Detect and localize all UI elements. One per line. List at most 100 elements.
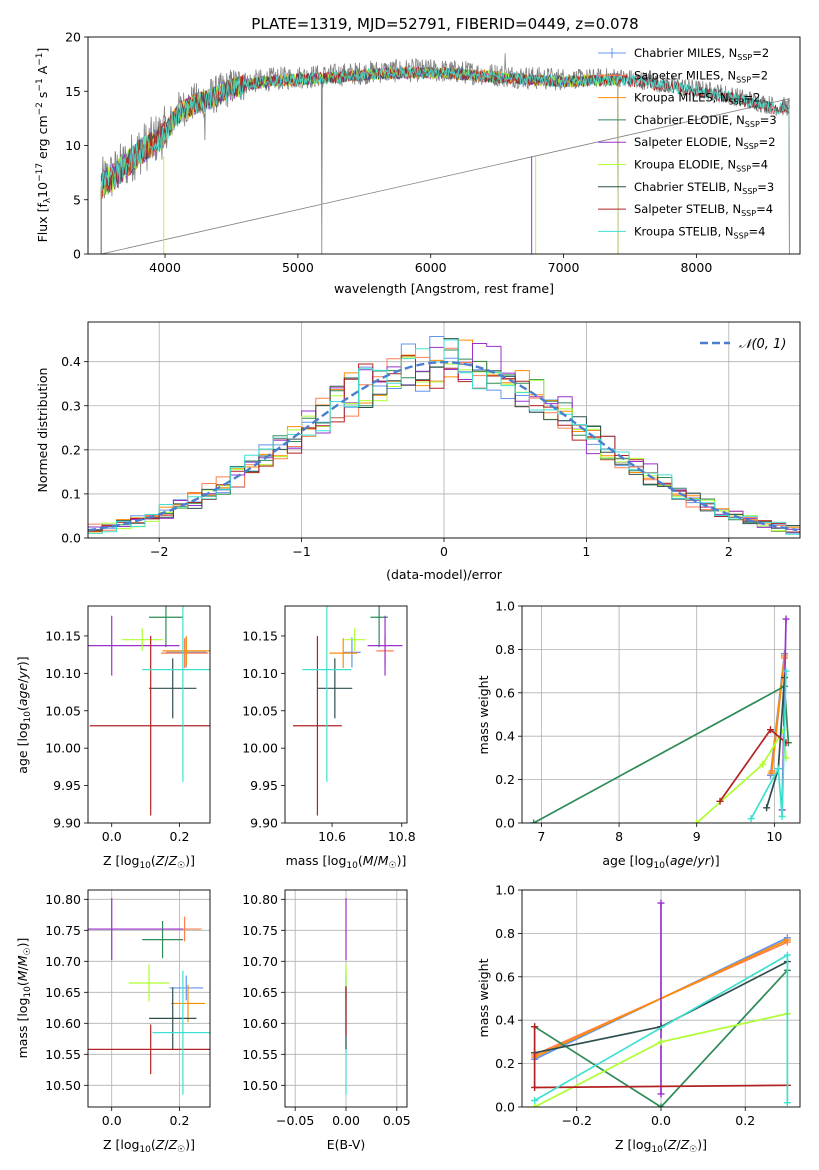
y-tick-label: 20 [65, 30, 81, 45]
x-tick-label: −0.05 [276, 1113, 314, 1128]
panel-mass_vs_Z: 0.0 0.2 10.50 10.55 10.60 10.65 10.70 10.75 10.8… [15, 889, 211, 1155]
data-point-chabrier-elodie [142, 921, 183, 959]
series-marker [763, 804, 771, 812]
axes-frame [87, 321, 801, 539]
axes-frame [284, 605, 408, 824]
x-tick-label: 0.05 [383, 1113, 411, 1128]
legend-label: Salpeter MILES, NSSP=2 [634, 68, 768, 84]
series-marker [530, 819, 538, 823]
y-tick-label: 10.80 [45, 892, 81, 907]
y-tick-label: 10.80 [242, 892, 278, 907]
y-tick-label: 10 [65, 138, 81, 153]
series-marker [778, 812, 786, 820]
y-tick-label: 5 [73, 192, 81, 207]
y-axis-label: Normed distribution [35, 368, 50, 493]
x-tick-label: 0.2 [170, 1113, 190, 1128]
x-tick-label: 8000 [680, 260, 712, 275]
y-tick-label: 10.05 [242, 703, 278, 718]
x-tick-label: 0.0 [102, 1113, 122, 1128]
x-axis-label: (data-model)/error [386, 567, 503, 582]
y-tick-label: 10.75 [242, 923, 278, 938]
legend-label: Chabrier MILES, NSSP=2 [634, 46, 769, 62]
panel-weight_vs_Z: −0.2 0.0 0.2 0.0 0.2 0.4 0.6 0.8 1.0 Z [log10(Z/Z… [476, 883, 801, 1155]
legend-label: Salpeter ELODIE, NSSP=2 [634, 135, 776, 151]
data-point-kroupa-miles [162, 635, 210, 666]
series-marker [783, 951, 791, 959]
series-marker [759, 760, 767, 768]
plot-area-age_vs_Z [88, 606, 210, 816]
data-point-salpeter-miles [160, 638, 209, 669]
plot-area-spectrum [100, 53, 790, 254]
series-marker [747, 815, 755, 823]
series-salpeter-elodie [657, 899, 665, 1098]
x-tick-label: 6000 [415, 260, 447, 275]
data-point-chabrier-miles [169, 975, 204, 1001]
y-tick-label: 10.65 [45, 985, 81, 1000]
x-tick-label: −0.2 [562, 1113, 592, 1128]
x-tick-label: 5000 [282, 260, 314, 275]
legend-label: Kroupa MILES, NSSP=2 [634, 91, 760, 107]
legend-label: 𝒩(0, 1) [739, 337, 786, 352]
series-marker [782, 615, 790, 623]
panel-spectrum: 4000 5000 6000 7000 8000 0 5 10 15 20 Chabrier MIL… [35, 30, 801, 296]
x-tick-label: 10.6 [318, 829, 346, 844]
y-tick-label: 10.00 [45, 741, 81, 756]
x-axis-label: wavelength [Angstrom, rest frame] [334, 281, 554, 296]
axes-frame [87, 36, 801, 255]
panel-residuals: −2 −1 0 1 2 0.0 0.1 0.2 0.3 0.4 𝒩(0, 1) (data-model… [35, 321, 801, 582]
series-marker [716, 797, 724, 805]
x-tick-label: 0.2 [170, 829, 190, 844]
data-spectrum [100, 53, 790, 254]
x-axis-label: Z [log10(Z/Z☉)] [615, 1137, 707, 1155]
histogram-salpeter-stelib [88, 355, 800, 538]
y-tick-label: 1.0 [495, 599, 515, 614]
series-marker [657, 1103, 665, 1107]
y-axis-label: mass [log10(M/M☉)] [15, 938, 33, 1059]
y-tick-label: 0.2 [61, 442, 81, 457]
y-axis-label: mass weight [476, 675, 491, 754]
x-tick-label: 0.0 [102, 829, 122, 844]
series-kroupa-stelib [747, 667, 790, 823]
data-point-kroupa-stelib [302, 606, 352, 782]
histogram-chabrier-stelib [88, 338, 800, 538]
y-tick-label: 10.50 [242, 1078, 278, 1093]
series-kroupa-stelib [531, 951, 791, 1107]
panel-age_vs_mass: 10.6 10.8 9.90 9.95 10.00 10.05 10.10 10.15 mass… [242, 605, 416, 871]
y-tick-label: 10.70 [242, 954, 278, 969]
series-marker [657, 899, 665, 907]
plot-area-weight_vs_age [522, 606, 800, 823]
y-tick-label: 0.2 [495, 1056, 515, 1071]
y-axis-label: mass weight [476, 958, 491, 1037]
y-tick-label: 10.05 [45, 703, 81, 718]
data-point-kroupa-miles [171, 984, 205, 1023]
data-point-chabrier-miles [343, 637, 361, 668]
legend-label: Kroupa ELODIE, NSSP=4 [634, 158, 768, 174]
x-tick-label: 4000 [149, 260, 181, 275]
plot-area-residuals [88, 322, 800, 538]
x-tick-label: 0.2 [735, 1113, 755, 1128]
x-axis-label: E(B-V) [327, 1137, 366, 1152]
data-point-chabrier-stelib [317, 658, 353, 719]
y-tick-label: 0.8 [495, 642, 515, 657]
y-tick-label: 10.70 [45, 954, 81, 969]
panel-mass_vs_ebv: −0.05 0.00 0.05 10.50 10.55 10.60 10.65 10.70 10… [242, 889, 411, 1152]
y-tick-label: 10.15 [242, 628, 278, 643]
series-line [534, 969, 789, 1107]
data-point-salpeter-elodie [88, 615, 180, 676]
y-tick-label: 10.60 [45, 1016, 81, 1031]
normal-curve [88, 360, 798, 532]
y-tick-label: 10.10 [45, 666, 81, 681]
y-tick-label: 0.2 [495, 772, 515, 787]
y-tick-label: 9.95 [250, 778, 278, 793]
legend-label: Chabrier ELODIE, NSSP=3 [634, 113, 777, 129]
plot-area-mass_vs_ebv [285, 890, 407, 1107]
data-point-salpeter-stelib [88, 1024, 210, 1075]
x-tick-label: −2 [150, 544, 168, 559]
series-marker [531, 1103, 539, 1107]
y-tick-label: 0 [73, 247, 81, 262]
series-marker [657, 1090, 665, 1098]
series-marker [657, 1038, 665, 1046]
axes-frame [521, 605, 801, 824]
axes-frame [87, 889, 211, 1108]
series-line [770, 655, 786, 774]
